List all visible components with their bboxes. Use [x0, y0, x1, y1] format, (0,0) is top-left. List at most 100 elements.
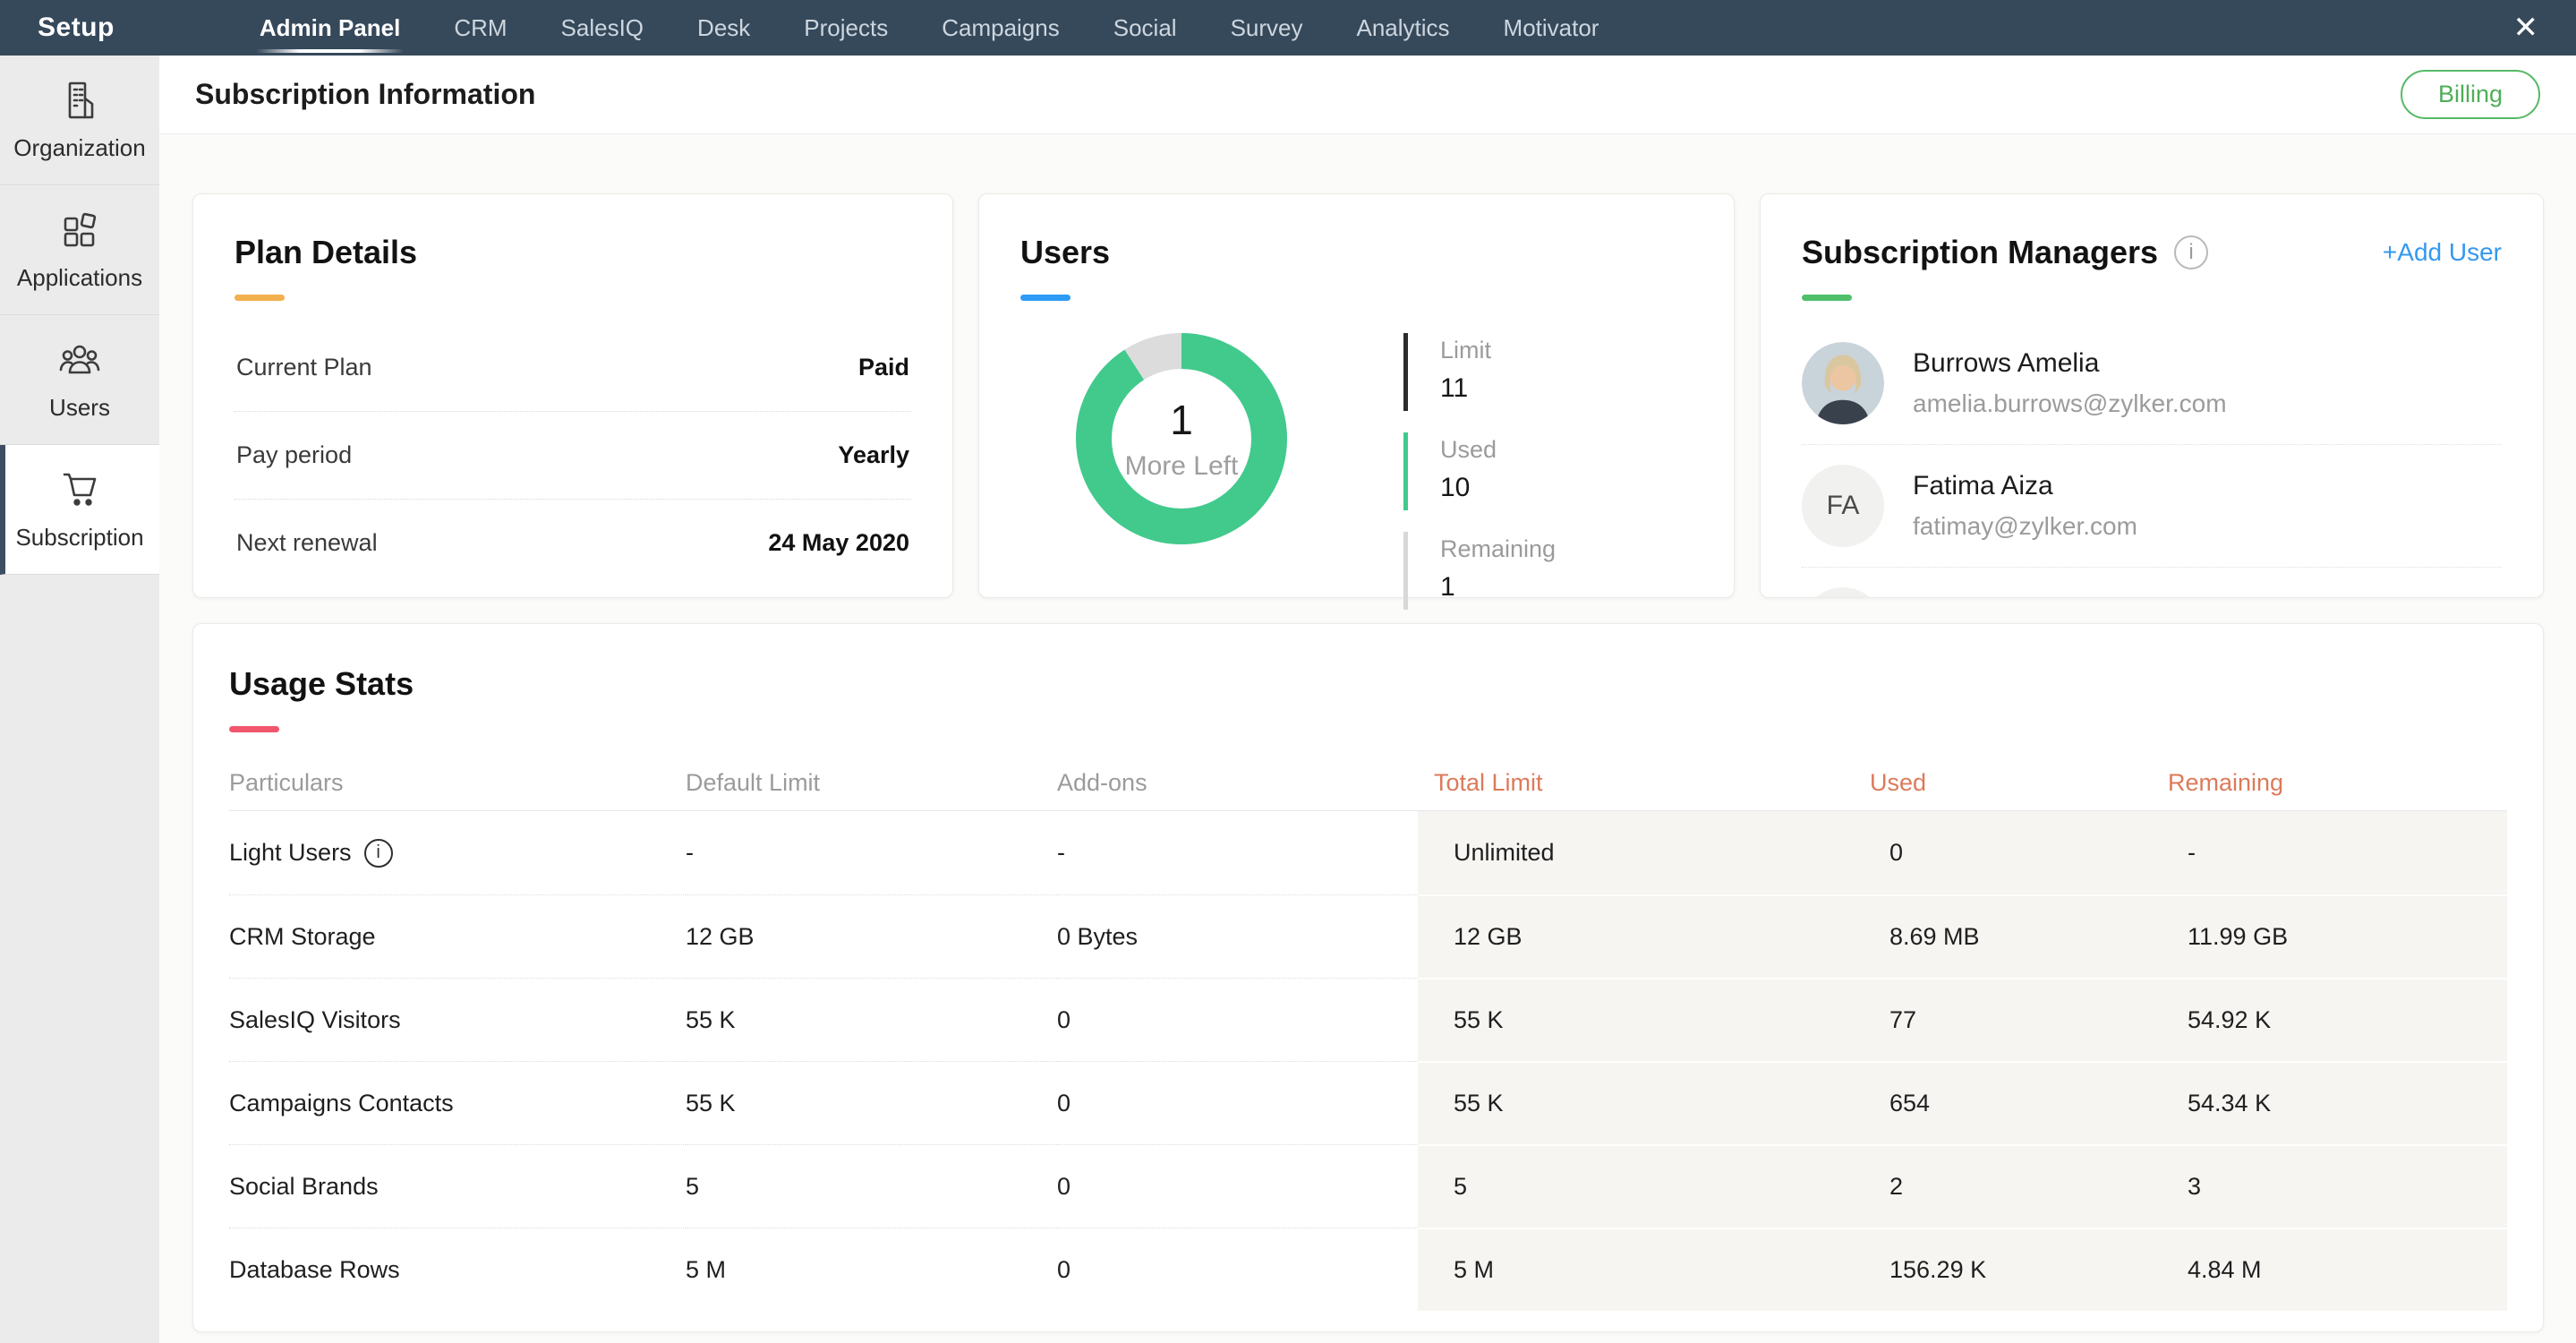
cell-used: 0 — [1854, 811, 2152, 894]
subscription-managers-header: Subscription Managers i +Add User — [1802, 234, 2502, 271]
legend-label: Limit — [1440, 337, 1492, 364]
legend-item-used: Used 10 — [1403, 432, 1556, 510]
table-row-database-rows: Database Rows 5 M 0 5 M 156.29 K 4.84 M — [229, 1228, 2507, 1311]
plan-details-title: Plan Details — [235, 234, 418, 270]
legend-value: 11 — [1440, 373, 1469, 403]
table-row-crm-storage: CRM Storage 12 GB 0 Bytes 12 GB 8.69 MB … — [229, 894, 2507, 978]
avatar — [1802, 342, 1884, 424]
topbar: Setup Admin Panel CRM SalesIQ Desk Proje… — [0, 0, 2576, 56]
cell-remaining: 54.92 K — [2152, 978, 2507, 1061]
sidebar-item-organization[interactable]: Organization — [0, 56, 159, 185]
manager-list: Burrows Amelia amelia.burrows@zylker.com… — [1802, 322, 2502, 597]
cell-used: 654 — [1854, 1061, 2152, 1144]
cell-total-limit: Unlimited — [1418, 811, 1854, 894]
legend-item-limit: Limit 11 — [1403, 333, 1556, 411]
usage-stats-table: Particulars Default Limit Add-ons Total … — [229, 756, 2507, 1311]
sidebar-item-users[interactable]: Users — [0, 315, 159, 445]
cell-add-ons: 0 — [1057, 1228, 1418, 1311]
manager-info: Burrows Amelia amelia.burrows@zylker.com — [1913, 348, 2227, 418]
cell-default-limit: 55 K — [686, 1061, 1057, 1144]
plan-row-pay-period: Pay period Yearly — [235, 412, 911, 500]
column-header-default-limit: Default Limit — [686, 769, 821, 796]
cell-add-ons: 0 — [1057, 1061, 1418, 1144]
cell-used: 8.69 MB — [1854, 894, 2152, 978]
legend-label: Remaining — [1440, 535, 1557, 562]
manager-email: amelia.burrows@zylker.com — [1913, 389, 2227, 417]
page-title: Subscription Information — [195, 78, 536, 110]
plan-details-card: Plan Details Current Plan Paid Pay perio… — [192, 193, 953, 598]
manager-email: fatimay@zylker.com — [1913, 512, 2137, 540]
cell-default-limit: 5 M — [686, 1228, 1057, 1311]
donut-center: 1 More Left — [1074, 331, 1289, 546]
donut-center-value: 1 — [1170, 397, 1193, 443]
cell-default-limit: 12 GB — [686, 894, 1057, 978]
tab-crm[interactable]: CRM — [454, 13, 508, 41]
cell-particulars: Light Users i — [229, 811, 686, 894]
cell-particulars: CRM Storage — [229, 894, 686, 978]
cell-default-limit: 55 K — [686, 978, 1057, 1061]
tab-analytics[interactable]: Analytics — [1356, 13, 1450, 41]
apps-grid-icon — [64, 212, 97, 246]
cell-remaining: 3 — [2152, 1144, 2507, 1228]
legend-value: 10 — [1440, 473, 1471, 502]
plan-row-next-renewal: Next renewal 24 May 2020 — [235, 500, 911, 586]
cell-used: 156.29 K — [1854, 1228, 2152, 1311]
brand-setup: Setup — [38, 13, 115, 42]
tab-admin-panel[interactable]: Admin Panel — [233, 0, 427, 56]
tab-projects[interactable]: Projects — [804, 13, 889, 41]
plan-row-label: Next renewal — [236, 529, 378, 556]
cell-default-limit: 5 — [686, 1144, 1057, 1228]
sidebar-item-subscription[interactable]: Subscription — [0, 445, 159, 575]
plan-row-label: Pay period — [236, 441, 353, 468]
tab-survey[interactable]: Survey — [1230, 13, 1303, 41]
users-title: Users — [1020, 234, 1111, 270]
plan-row-value: Yearly — [838, 441, 909, 468]
table-row-salesiq-visitors: SalesIQ Visitors 55 K 0 55 K 77 54.92 K — [229, 978, 2507, 1061]
cell-total-limit: 55 K — [1418, 1061, 1854, 1144]
top-navigation: Admin Panel CRM SalesIQ Desk Projects Ca… — [233, 0, 1626, 56]
add-user-link[interactable]: +Add User — [2382, 238, 2502, 266]
info-icon[interactable]: i — [2174, 235, 2209, 269]
cell-total-limit: 55 K — [1418, 978, 1854, 1061]
column-header-remaining: Remaining — [2168, 769, 2284, 796]
sidebar-item-applications[interactable]: Applications — [0, 185, 159, 315]
donut-center-label: More Left — [1124, 451, 1239, 481]
manager-name: Fatima Aiza — [1913, 471, 2053, 500]
sidebar-item-label: Applications — [16, 263, 143, 291]
users-accent — [1020, 295, 1070, 301]
cell-particulars: SalesIQ Visitors — [229, 978, 686, 1061]
cell-add-ons: 0 — [1057, 978, 1418, 1061]
manager-name: Burrows Amelia — [1913, 348, 2100, 378]
donut-svg — [1076, 333, 1287, 544]
tab-campaigns[interactable]: Campaigns — [942, 13, 1060, 41]
column-header-used: Used — [1870, 769, 1927, 796]
close-icon[interactable]: ✕ — [2512, 11, 2539, 45]
cell-particulars: Campaigns Contacts — [229, 1061, 686, 1144]
avatar-initials — [1802, 587, 1884, 597]
tab-motivator[interactable]: Motivator — [1503, 13, 1599, 41]
cell-remaining: 11.99 GB — [2152, 894, 2507, 978]
users-donut-chart: 1 More Left — [1074, 331, 1289, 546]
cell-total-limit: 5 M — [1418, 1228, 1854, 1311]
plan-details-rows: Current Plan Paid Pay period Yearly Next… — [235, 324, 911, 586]
tab-salesiq[interactable]: SalesIQ — [560, 13, 644, 41]
column-header-total-limit: Total Limit — [1434, 769, 1543, 796]
tab-social[interactable]: Social — [1113, 13, 1177, 41]
sidebar-item-label: Users — [49, 393, 110, 421]
building-icon — [68, 81, 94, 118]
cell-remaining: 54.34 K — [2152, 1061, 2507, 1144]
cart-icon — [63, 473, 97, 506]
legend-item-remaining: Remaining 1 — [1403, 532, 1556, 610]
sidebar: Organization Applications Users Subscrip… — [0, 56, 159, 1343]
people-icon — [59, 345, 100, 373]
billing-button[interactable]: Billing — [2400, 70, 2540, 119]
manager-row: FA Fatima Aiza fatimay@zylker.com — [1802, 445, 2502, 568]
legend-value: 1 — [1440, 572, 1455, 602]
info-icon[interactable]: i — [363, 838, 393, 868]
usage-table-header: Particulars Default Limit Add-ons Total … — [229, 756, 2507, 811]
users-legend: Limit 11 Used 10 Remaining 1 — [1403, 333, 1556, 610]
plan-row-label: Current Plan — [236, 354, 372, 381]
donut-used-arc — [1076, 333, 1287, 544]
cell-text: Light Users — [229, 839, 352, 866]
tab-desk[interactable]: Desk — [697, 13, 751, 41]
